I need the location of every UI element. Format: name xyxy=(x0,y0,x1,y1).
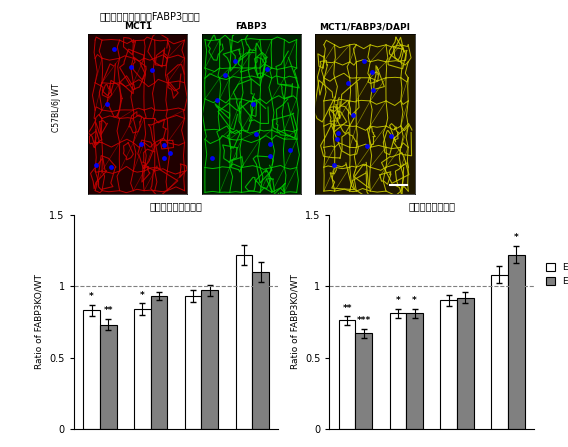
Text: FABP3: FABP3 xyxy=(235,22,268,31)
Bar xyxy=(457,298,474,429)
Text: C57BL/6J WT: C57BL/6J WT xyxy=(52,83,61,131)
Bar xyxy=(151,296,168,429)
Text: *: * xyxy=(412,296,417,305)
Bar xyxy=(83,310,100,429)
Y-axis label: Ratio of FABP3KO/WT: Ratio of FABP3KO/WT xyxy=(290,274,299,369)
Bar xyxy=(491,274,508,429)
Bar xyxy=(252,272,269,429)
Legend: E15.5, E18.5: E15.5, E18.5 xyxy=(542,260,568,290)
Bar xyxy=(185,296,202,429)
Bar xyxy=(356,333,372,429)
Text: **: ** xyxy=(343,304,352,312)
Bar xyxy=(339,320,356,429)
Bar xyxy=(100,325,116,429)
Text: ***: *** xyxy=(357,316,371,325)
Title: 胎児への脂肪酸集積: 胎児への脂肪酸集積 xyxy=(149,201,203,211)
Bar xyxy=(202,291,218,429)
Text: MCT1: MCT1 xyxy=(124,22,152,31)
Bar xyxy=(390,313,406,429)
Text: *: * xyxy=(89,292,94,301)
Text: 栄養膜細胞におけるFABP3の発現: 栄養膜細胞におけるFABP3の発現 xyxy=(99,11,200,21)
Y-axis label: Ratio of FABP3KO/WT: Ratio of FABP3KO/WT xyxy=(35,274,44,369)
Text: MCT1/FABP3/DAPI: MCT1/FABP3/DAPI xyxy=(319,22,411,31)
Text: **: ** xyxy=(103,306,113,316)
Text: *: * xyxy=(395,296,400,305)
Title: 胎盤の脂肪酸通過: 胎盤の脂肪酸通過 xyxy=(408,201,455,211)
Text: *: * xyxy=(140,291,145,299)
Bar xyxy=(508,255,525,429)
Text: *: * xyxy=(514,233,519,242)
Bar xyxy=(236,255,252,429)
Bar xyxy=(406,313,423,429)
Bar xyxy=(440,300,457,429)
Bar xyxy=(134,309,151,429)
